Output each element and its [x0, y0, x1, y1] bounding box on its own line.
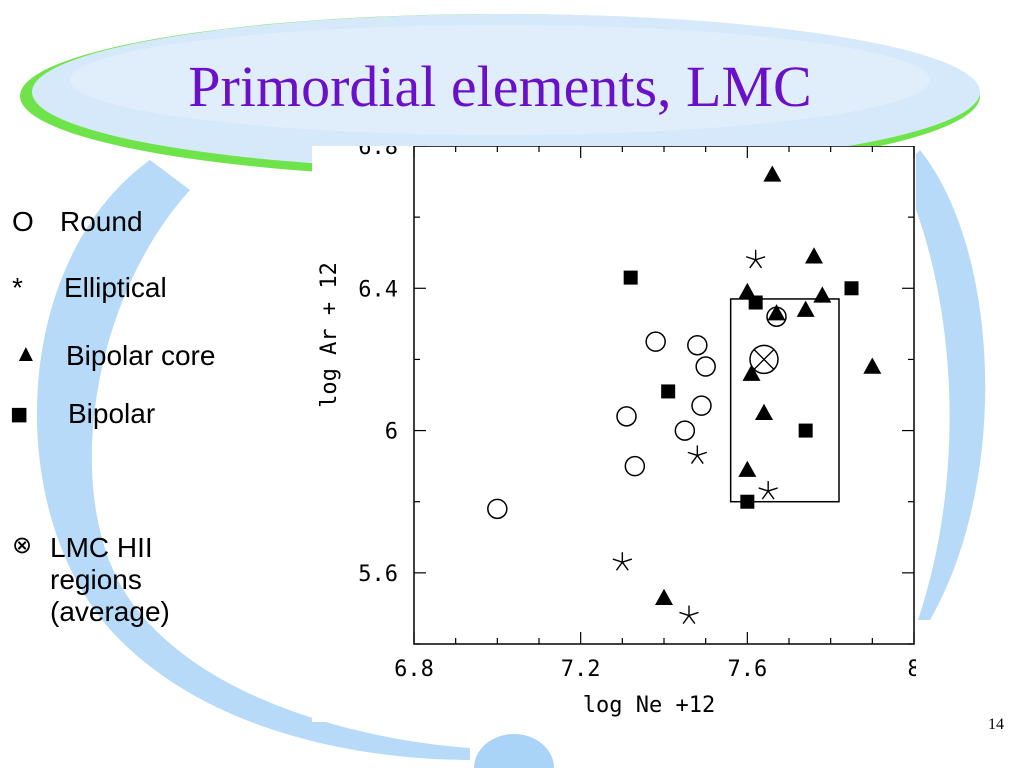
circle-point — [691, 395, 712, 416]
x-tick-label: 7.6 — [727, 657, 767, 682]
y-tick-label: 6.4 — [358, 277, 398, 302]
circle-point — [687, 334, 708, 356]
annotation-box — [729, 298, 840, 503]
y-tick-label: 6 — [385, 420, 398, 445]
triangle-point — [767, 304, 786, 321]
right-swoosh — [900, 150, 986, 620]
slide-number: 14 — [988, 716, 1004, 733]
circle-icon: O — [12, 206, 34, 237]
x-tick-label: 8 — [907, 657, 916, 682]
title-oval — [32, 14, 980, 170]
legend-item-lmc-hii: ⊗ LMC HII regions (average) — [12, 532, 212, 629]
triangle-point — [863, 357, 882, 374]
triangle-point — [742, 364, 761, 381]
square-point — [740, 494, 755, 509]
triangle-point — [796, 300, 815, 317]
legend-item-elliptical: * Elliptical — [12, 272, 167, 304]
triangle-point — [755, 403, 773, 420]
triangle-icon: ▲ — [14, 340, 38, 367]
bottom-bubble — [474, 734, 554, 768]
title-oval-highlight — [70, 25, 930, 135]
circle-point — [695, 356, 716, 377]
circle-cross-point — [749, 344, 779, 375]
axis-ticks — [413, 146, 915, 645]
data-points — [487, 165, 882, 625]
legend-item-round: O Round — [12, 206, 143, 238]
legend-label: LMC HII regions (average) — [50, 532, 170, 628]
circle-point — [624, 455, 646, 477]
y-axis-label: log Ar + 12 — [317, 262, 342, 408]
square-point — [748, 295, 763, 310]
square-point — [798, 423, 813, 438]
legend-label: Round — [60, 206, 143, 237]
triangle-point — [738, 282, 757, 300]
y-tick-label: 5.6 — [358, 562, 398, 587]
legend-label: Bipolar — [68, 398, 156, 429]
triangle-point — [805, 247, 823, 264]
x-tick-label: 6.8 — [394, 657, 434, 682]
tick-labels: 6.8 7.2 7.6 8 5.6 6 6.4 6.8 — [358, 146, 916, 682]
asterisk-point — [758, 481, 778, 500]
plot-background — [312, 146, 916, 722]
page-title: Primordial elements, LMC — [188, 54, 812, 119]
legend-item-bipolar: ■ Bipolar — [10, 398, 155, 433]
triangle-point — [763, 165, 782, 182]
square-icon: ■ — [10, 398, 29, 431]
circle-cross-icon: ⊗ — [12, 532, 33, 559]
circle-point — [674, 420, 696, 441]
asterisk-point — [745, 249, 766, 269]
legend-label: Bipolar core — [66, 340, 216, 371]
square-point — [623, 270, 638, 285]
asterisk-point — [612, 552, 633, 571]
x-axis-label: log Ne +12 — [583, 693, 715, 718]
circle-point — [616, 406, 637, 427]
triangle-point — [738, 460, 757, 477]
y-tick-label: 6.8 — [358, 146, 398, 160]
scatter-chart: 6.8 7.2 7.6 8 5.6 6 6.4 6.8 log Ne +12 log Ar +… — [312, 146, 916, 722]
asterisk-icon: * — [12, 272, 23, 303]
asterisk-point — [679, 605, 699, 625]
square-point — [661, 384, 676, 399]
triangle-point — [655, 588, 673, 605]
square-point — [844, 281, 859, 296]
asterisk-point — [687, 445, 708, 464]
x-tick-label: 7.2 — [561, 657, 601, 682]
triangle-point — [813, 286, 832, 303]
circle-point — [645, 331, 666, 352]
circle-point — [487, 498, 508, 520]
legend-label: Elliptical — [64, 272, 167, 303]
legend-item-bipolar-core: ▲ Bipolar core — [14, 340, 215, 372]
